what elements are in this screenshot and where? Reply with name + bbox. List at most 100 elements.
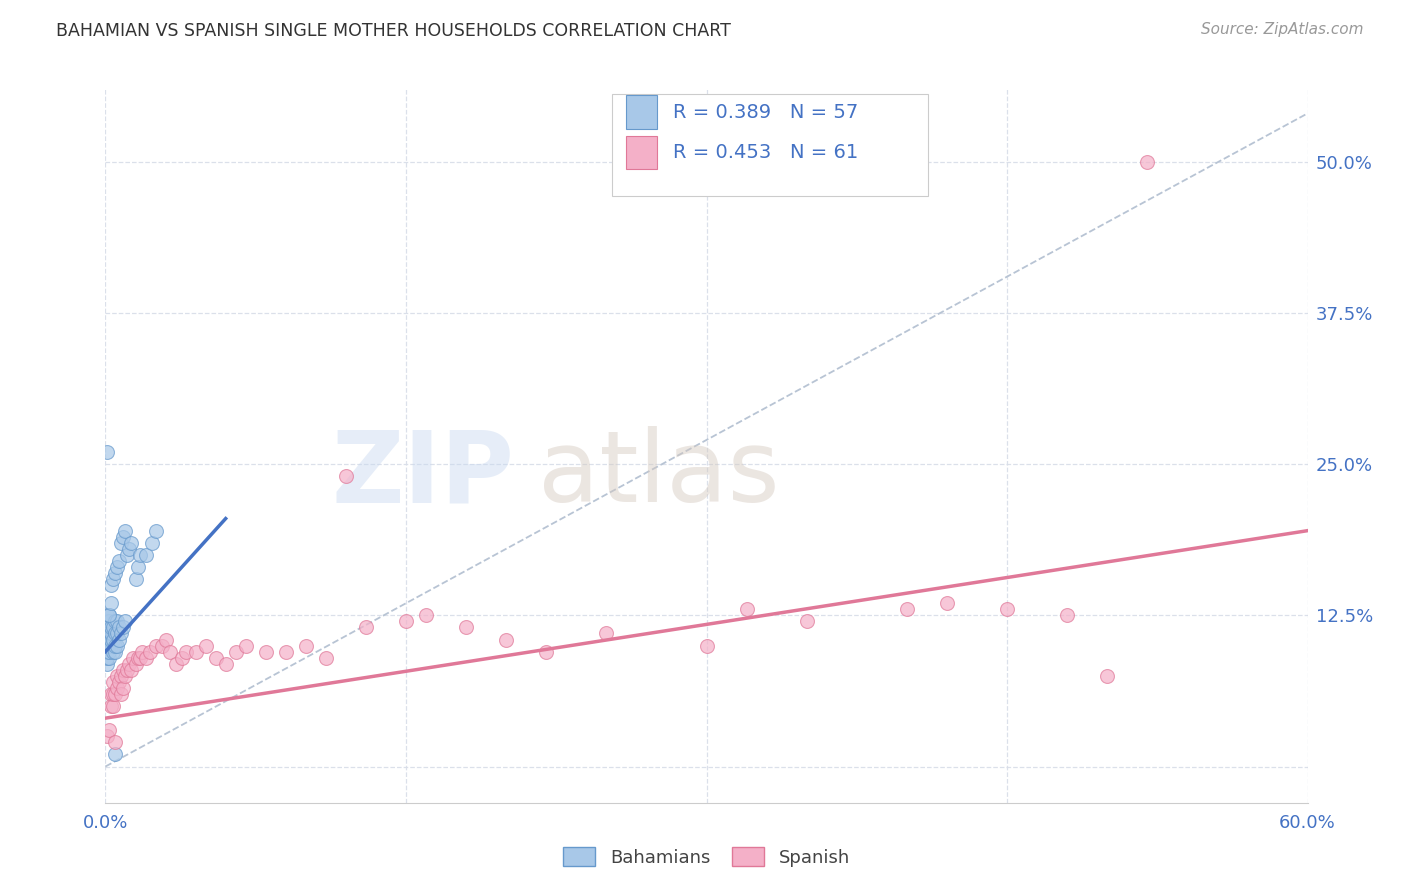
Point	[98, 650, 121, 665]
Point	[495, 632, 517, 647]
Point	[135, 548, 157, 562]
Point	[108, 554, 131, 568]
Point	[110, 535, 132, 549]
Point	[165, 657, 187, 671]
Point	[103, 645, 125, 659]
Point	[112, 620, 135, 634]
Point	[114, 615, 136, 629]
Point	[96, 632, 118, 647]
Point	[735, 602, 758, 616]
Point	[124, 657, 146, 671]
Point	[121, 663, 143, 677]
Point	[145, 524, 167, 538]
Point	[98, 608, 121, 623]
Point	[96, 645, 118, 659]
Point	[112, 663, 135, 677]
Point	[127, 650, 149, 665]
Point	[100, 639, 122, 653]
Point	[117, 548, 139, 562]
Point	[534, 645, 557, 659]
Point	[96, 729, 118, 743]
Point	[170, 650, 193, 665]
Point	[114, 669, 136, 683]
Point	[796, 615, 818, 629]
Point	[145, 639, 167, 653]
Point	[98, 639, 121, 653]
Point	[335, 469, 357, 483]
Point	[117, 663, 139, 677]
Point	[128, 650, 150, 665]
Point	[235, 639, 257, 653]
Point	[595, 626, 617, 640]
Point	[96, 608, 118, 623]
Point	[103, 687, 125, 701]
Point	[159, 645, 181, 659]
Point	[108, 632, 131, 647]
Point	[100, 632, 122, 647]
Point	[121, 535, 143, 549]
Point	[194, 639, 217, 653]
Point	[104, 639, 127, 653]
Point	[138, 645, 160, 659]
Point	[100, 596, 122, 610]
Point	[107, 560, 129, 574]
Legend: Bahamians, Spanish: Bahamians, Spanish	[554, 838, 859, 876]
Point	[103, 674, 125, 689]
Point	[254, 645, 277, 659]
Point	[696, 639, 718, 653]
Point	[114, 524, 136, 538]
Point	[122, 650, 145, 665]
Text: R = 0.389   N = 57: R = 0.389 N = 57	[673, 103, 859, 122]
Point	[131, 645, 153, 659]
Point	[103, 572, 125, 586]
Point	[995, 602, 1018, 616]
Point	[118, 541, 141, 556]
Point	[1097, 669, 1119, 683]
Text: BAHAMIAN VS SPANISH SINGLE MOTHER HOUSEHOLDS CORRELATION CHART: BAHAMIAN VS SPANISH SINGLE MOTHER HOUSEH…	[56, 22, 731, 40]
Point	[124, 572, 146, 586]
Point	[128, 548, 150, 562]
Point	[184, 645, 207, 659]
Point	[225, 645, 247, 659]
Point	[155, 632, 177, 647]
Point	[104, 626, 127, 640]
Point	[100, 626, 122, 640]
Point	[127, 560, 149, 574]
Point	[395, 615, 418, 629]
Point	[96, 639, 118, 653]
Point	[98, 615, 121, 629]
Point	[100, 620, 122, 634]
Point	[103, 620, 125, 634]
Point	[104, 645, 127, 659]
Point	[110, 669, 132, 683]
Point	[107, 626, 129, 640]
Point	[96, 657, 118, 671]
Point	[354, 620, 377, 634]
Point	[150, 639, 173, 653]
Point	[107, 681, 129, 695]
Point	[103, 699, 125, 714]
Point	[118, 657, 141, 671]
Point	[104, 747, 127, 762]
Point	[96, 615, 118, 629]
Point	[96, 626, 118, 640]
Point	[415, 608, 437, 623]
Point	[107, 615, 129, 629]
Point	[104, 687, 127, 701]
Point	[103, 632, 125, 647]
Point	[141, 535, 163, 549]
Point	[104, 566, 127, 580]
Point	[454, 620, 477, 634]
Point	[112, 530, 135, 544]
Point	[98, 608, 121, 623]
Text: atlas: atlas	[538, 426, 780, 523]
Point	[98, 626, 121, 640]
Point	[96, 650, 118, 665]
Point	[110, 687, 132, 701]
Point	[98, 620, 121, 634]
Point	[104, 615, 127, 629]
Point	[112, 681, 135, 695]
Point	[96, 620, 118, 634]
Point	[936, 596, 959, 610]
Point	[295, 639, 318, 653]
